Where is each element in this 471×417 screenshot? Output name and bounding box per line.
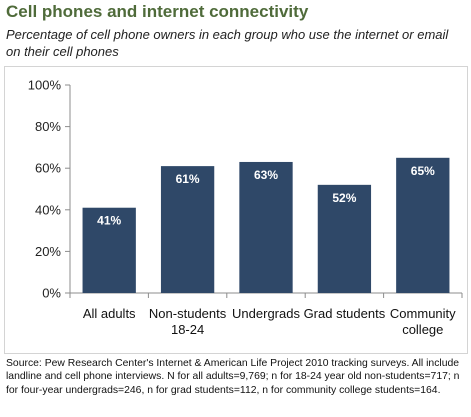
source-note: Source: Pew Research Center's Internet &… (6, 358, 460, 396)
bar (160, 166, 215, 293)
y-tick-label: 0% (42, 286, 61, 301)
data-label: 52% (332, 191, 356, 205)
chart-frame (4, 66, 468, 354)
y-tick-label: 60% (35, 161, 61, 176)
chart-subtitle: Percentage of cell phone owners in each … (6, 27, 449, 59)
x-tick-label: 18-24 (171, 322, 204, 337)
y-tick-label: 80% (35, 119, 61, 134)
bar (317, 184, 372, 293)
x-tick-label: Undergrads (232, 306, 300, 321)
y-tick-label: 100% (28, 78, 62, 93)
bar (82, 207, 136, 293)
x-tick-label: All adults (83, 306, 136, 321)
data-label: 41% (97, 214, 121, 228)
x-tick-label: Community (390, 306, 456, 321)
data-label: 61% (176, 172, 200, 186)
y-tick-label: 20% (35, 244, 61, 259)
bar (239, 161, 293, 293)
chart-title: Cell phones and internet connectivity (6, 2, 309, 21)
y-tick-label: 40% (35, 202, 61, 217)
x-tick-label: college (402, 322, 443, 337)
data-label: 63% (254, 168, 278, 182)
x-tick-label: Grad students (304, 306, 386, 321)
data-label: 65% (411, 164, 435, 178)
x-tick-label: Non-students (149, 306, 227, 321)
bar (396, 157, 450, 293)
